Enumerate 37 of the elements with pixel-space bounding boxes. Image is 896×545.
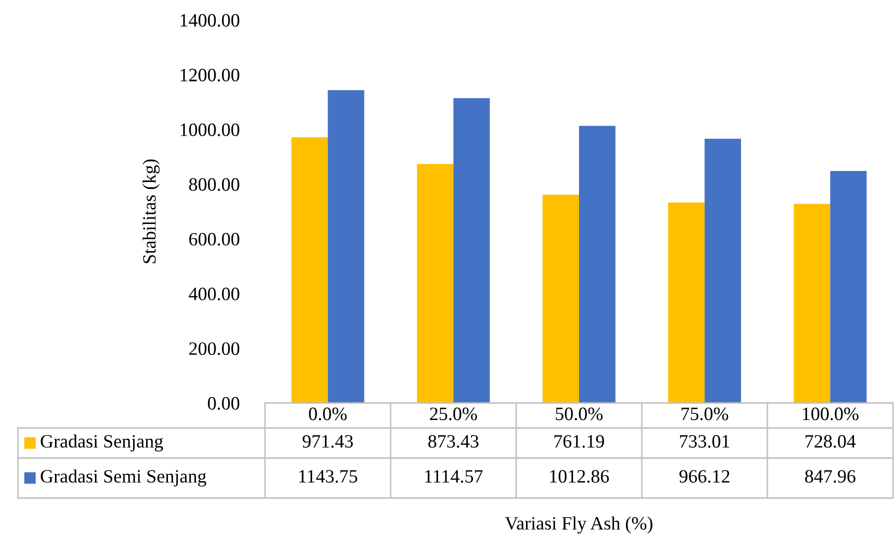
bar — [291, 137, 328, 403]
bar — [328, 90, 364, 403]
y-axis-title: Stabilitas (kg) — [142, 159, 160, 264]
bar — [830, 171, 867, 403]
y-tick-label: 800.00 — [189, 178, 240, 191]
bar — [579, 126, 616, 403]
y-tick-label: 1400.00 — [180, 14, 240, 27]
data-label: 971.43 — [302, 435, 353, 448]
y-tick-label: 1200.00 — [180, 68, 240, 82]
bar — [542, 194, 579, 403]
text: Variasi Fly Ash (%) — [505, 516, 652, 534]
data-label: 1012.86 — [550, 470, 609, 483]
legend-label: Gradasi Semi Senjang — [40, 469, 206, 487]
data-label: 728.04 — [806, 435, 856, 448]
x-tick-label: 100.0% — [802, 408, 858, 420]
y-tick-label: 600.00 — [189, 232, 240, 246]
bar — [416, 164, 454, 403]
y-tick-label: 400.00 — [188, 288, 240, 300]
data-label: 761.19 — [554, 435, 604, 448]
data-label: 847.96 — [805, 470, 856, 483]
bar — [794, 204, 830, 403]
x-tick-label: 75.0% — [682, 408, 728, 420]
y-tick-label: 1000.00 — [180, 123, 240, 136]
x-tick-label: 25.0% — [430, 408, 477, 420]
bar — [668, 202, 705, 403]
x-tick-label: 0.0% — [308, 408, 347, 420]
data-label: 733.01 — [680, 435, 730, 448]
data-label: 966.12 — [679, 470, 730, 483]
bar — [453, 98, 490, 403]
data-label: 873.43 — [428, 435, 478, 448]
y-tick-label: 0.00 — [208, 397, 240, 410]
data-label: 1114.57 — [425, 470, 483, 483]
x-tick-label: 50.0% — [556, 408, 603, 420]
data-label: 1143.75 — [299, 470, 358, 483]
bar — [704, 138, 742, 403]
legend-label: Gradasi Senjang — [40, 434, 164, 452]
y-tick-label: 200.00 — [189, 342, 240, 356]
